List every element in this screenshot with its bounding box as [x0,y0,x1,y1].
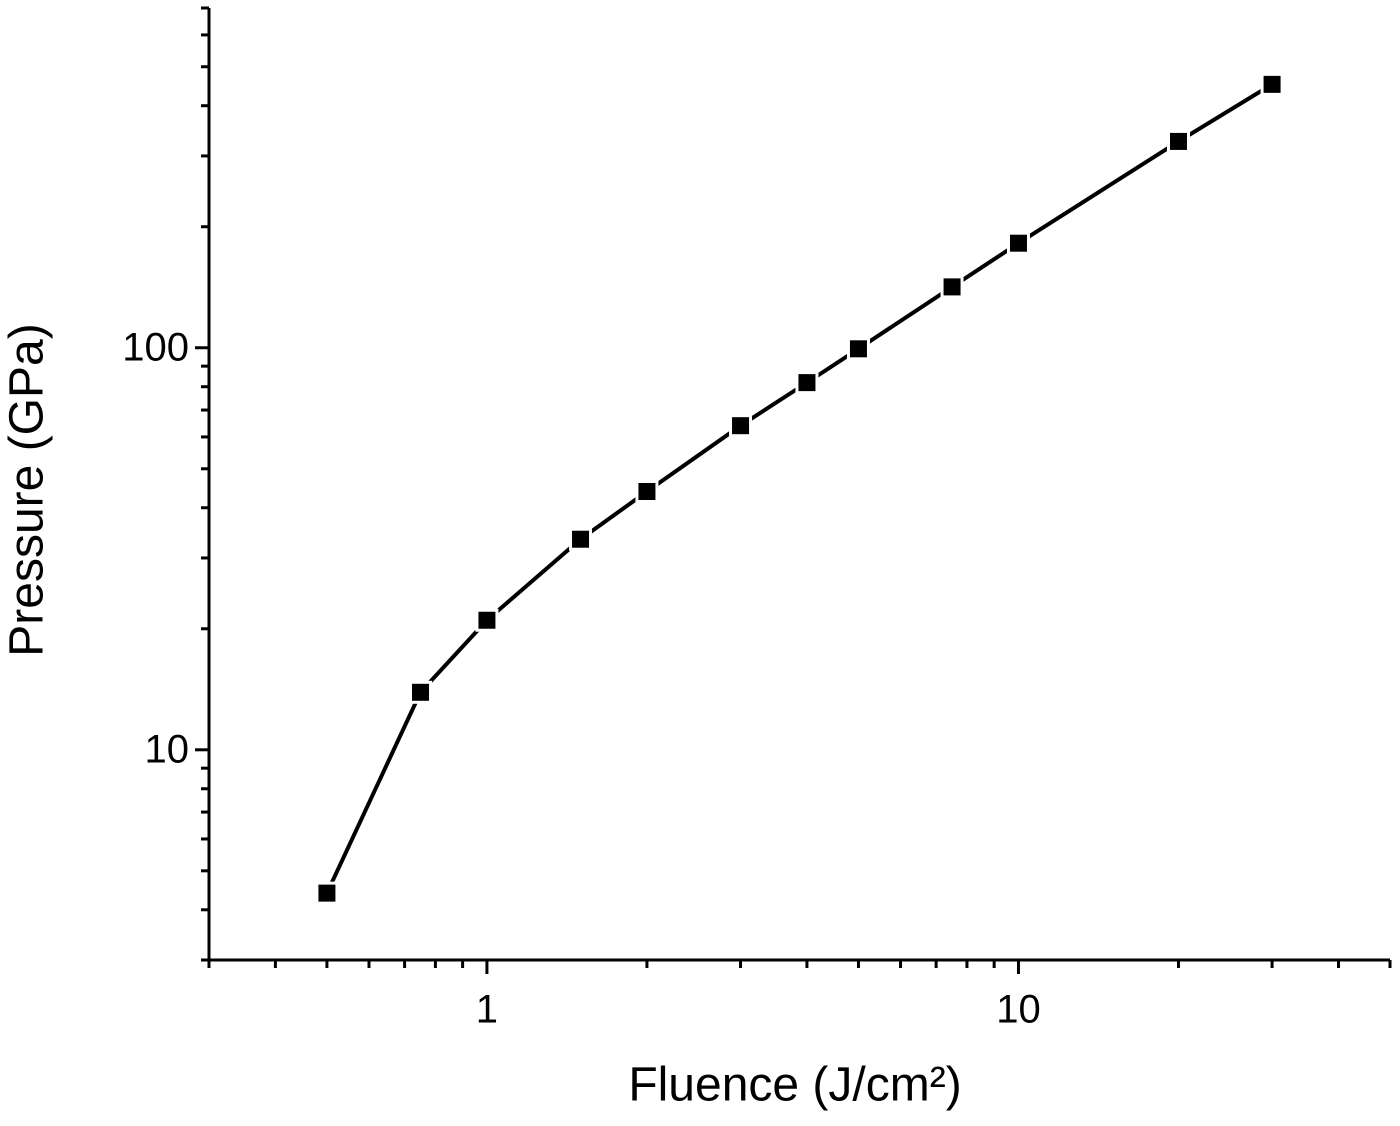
y-axis-title: Pressure (GPa) [1,323,54,656]
marker [1006,231,1030,255]
data-line [325,82,1274,894]
marker [1166,129,1190,153]
marker [409,680,433,704]
marker [315,881,339,905]
marker [729,414,753,438]
marker [940,275,964,299]
marker [475,608,499,632]
y-tick-label: 10 [145,727,190,771]
x-tick-label: 10 [996,988,1041,1032]
x-tick-label: 1 [476,988,498,1032]
x-axis-title: Fluence (J/cm²) [628,1059,961,1112]
marker [1260,72,1284,96]
y-tick-label: 100 [122,325,189,369]
marker [795,371,819,395]
marker [569,527,593,551]
marker [846,337,870,361]
marker [635,479,659,503]
